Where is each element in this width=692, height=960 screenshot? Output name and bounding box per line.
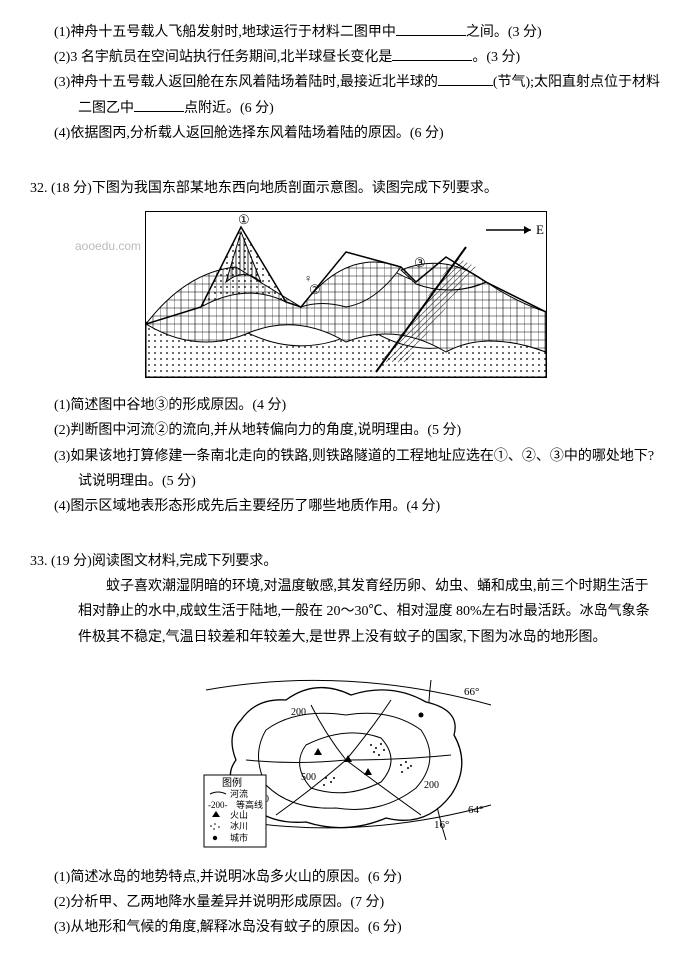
q32-sub4: (4)图示区域地表形态形成先后主要经历了哪些地质作用。(4 分) (54, 494, 662, 519)
svg-text:♀: ♀ (304, 273, 312, 285)
q32-sub3: (3)如果该地打算修建一条南北走向的铁路,则铁路隧道的工程地址应选在①、②、③中… (54, 444, 662, 494)
svg-text:冰川: 冰川 (230, 820, 248, 831)
watermark: aooedu.com (75, 236, 141, 258)
q33-sub1: (1)简述冰岛的地势特点,并说明冰岛多火山的原因。(6 分) (54, 865, 662, 890)
q31-sub1-text-b: 之间。(3 分) (466, 25, 542, 40)
q31-sub3: (3)神舟十五号载人返回舱在东风着陆场着陆时,最接近北半球的(节气);太阳直射点… (54, 70, 662, 120)
blank (134, 97, 184, 112)
blank (438, 71, 493, 86)
q31-sub2-text-a: (2)3 名宇航员在空间站执行任务期间,北半球昼长变化是 (54, 50, 392, 65)
svg-text:等高线: 等高线 (236, 799, 263, 810)
q31-sub3-text-a: (3)神舟十五号载人返回舱在东风着陆场着陆时,最接近北半球的 (54, 75, 438, 90)
q32-diagram: E ① ② ♀ ③ (145, 211, 547, 378)
blank (396, 21, 466, 36)
q31-sub2: (2)3 名宇航员在空间站执行任务期间,北半球昼长变化是 。(3 分) (54, 45, 662, 70)
svg-text:500: 500 (301, 772, 316, 783)
q33-para: 蚊子喜欢潮湿阴暗的环境,对温度敏感,其发育经历卵、幼虫、蛹和成虫,前三个时期生活… (78, 574, 662, 650)
q33-sub3: (3)从地形和气候的角度,解释冰岛没有蚊子的原因。(6 分) (54, 915, 662, 940)
svg-text:火山: 火山 (230, 810, 248, 820)
q33-sub2: (2)分析甲、乙两地降水量差异并说明形成原因。(7 分) (54, 890, 662, 915)
svg-text:200: 200 (291, 707, 306, 718)
east-label: E (536, 222, 544, 237)
q33-diagram: 66° 64° 16° 200 200 200 500 (196, 660, 496, 850)
svg-text:64°: 64° (468, 804, 483, 816)
svg-text:200: 200 (424, 780, 439, 791)
svg-text:城市: 城市 (230, 832, 248, 843)
q31-sub4: (4)依据图丙,分析载人返回舱选择东风着陆场着陆的原因。(6 分) (54, 121, 662, 146)
svg-text:-200-: -200- (208, 800, 228, 810)
q33: 33. (19 分)阅读图文材料,完成下列要求。 蚊子喜欢潮湿阴暗的环境,对温度… (30, 549, 662, 940)
q31-sub3-text-c: 点附近。(6 分) (184, 101, 274, 116)
svg-text:③: ③ (414, 255, 426, 270)
q31-sub4-text: (4)依据图丙,分析载人返回舱选择东风着陆场着陆的原因。(6 分) (54, 126, 444, 141)
q32-sub2: (2)判断图中河流②的流向,并从地转偏向力的角度,说明理由。(5 分) (54, 418, 662, 443)
svg-text:①: ① (238, 212, 250, 227)
q31-sub1-text-a: (1)神舟十五号载人飞船发射时,地球运行于材料二图甲中 (54, 25, 396, 40)
blank (392, 46, 472, 61)
q32: 32. (18 分)下图为我国东部某地东西向地质剖面示意图。读图完成下列要求。 … (30, 176, 662, 519)
q32-head: 32. (18 分)下图为我国东部某地东西向地质剖面示意图。读图完成下列要求。 (30, 176, 662, 201)
svg-text:16°: 16° (434, 819, 449, 831)
svg-text:图例: 图例 (222, 776, 242, 789)
svg-text:66°: 66° (464, 686, 479, 698)
q32-sub1: (1)简述图中谷地③的形成原因。(4 分) (54, 393, 662, 418)
q33-head: 33. (19 分)阅读图文材料,完成下列要求。 (30, 549, 662, 574)
q31-sub2-text-b: 。(3 分) (472, 50, 520, 65)
q31-sub1: (1)神舟十五号载人飞船发射时,地球运行于材料二图甲中 之间。(3 分) (54, 20, 662, 45)
svg-text:河流: 河流 (230, 788, 248, 799)
